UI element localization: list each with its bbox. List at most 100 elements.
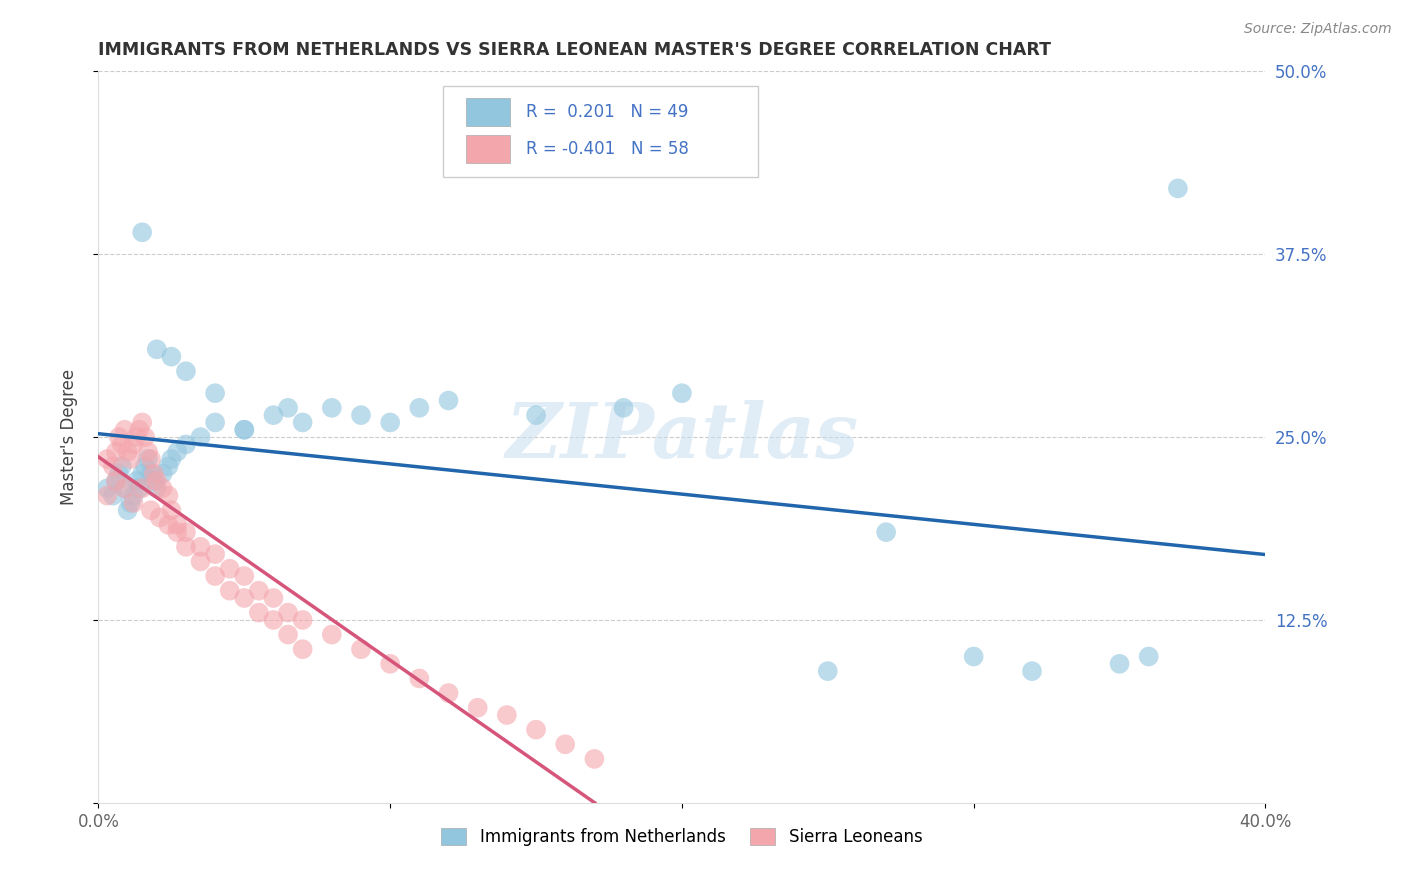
Point — [218, 562, 240, 576]
Point — [96, 481, 118, 495]
Point — [160, 503, 183, 517]
Point — [291, 642, 314, 657]
Point — [131, 467, 153, 481]
Point — [114, 481, 136, 495]
Point — [190, 540, 212, 554]
Point — [134, 430, 156, 444]
Point — [262, 613, 284, 627]
Point — [166, 517, 188, 532]
Point — [111, 437, 134, 451]
Point — [190, 430, 212, 444]
Point — [160, 350, 183, 364]
Point — [101, 489, 124, 503]
Point — [157, 517, 180, 532]
Point — [149, 510, 172, 524]
Point — [166, 444, 188, 458]
Point — [247, 583, 270, 598]
Point — [291, 613, 314, 627]
Point — [174, 364, 197, 378]
Point — [122, 489, 145, 503]
Point — [262, 408, 284, 422]
FancyBboxPatch shape — [443, 86, 758, 178]
Point — [128, 481, 150, 495]
Point — [1167, 181, 1189, 195]
Point — [114, 481, 136, 495]
Point — [96, 452, 118, 467]
Point — [204, 569, 226, 583]
Point — [408, 672, 430, 686]
Point — [108, 430, 131, 444]
Point — [146, 481, 169, 495]
Text: R = -0.401   N = 58: R = -0.401 N = 58 — [526, 140, 689, 158]
Point — [146, 343, 169, 357]
Point — [136, 452, 159, 467]
Point — [321, 627, 343, 641]
Point — [817, 664, 839, 678]
Point — [139, 503, 162, 517]
Point — [101, 459, 124, 474]
Point — [120, 496, 142, 510]
Point — [612, 401, 634, 415]
Point — [174, 437, 197, 451]
Point — [247, 606, 270, 620]
Point — [233, 423, 256, 437]
Point — [104, 474, 127, 488]
Point — [157, 489, 180, 503]
Point — [131, 225, 153, 239]
Point — [204, 547, 226, 561]
Point — [142, 467, 165, 481]
Point — [233, 569, 256, 583]
Point — [583, 752, 606, 766]
Point — [142, 474, 165, 488]
Point — [117, 444, 139, 458]
Point — [104, 444, 127, 458]
Point — [321, 401, 343, 415]
Point — [152, 481, 174, 495]
Point — [96, 489, 118, 503]
Point — [554, 737, 576, 751]
Point — [122, 437, 145, 451]
Point — [467, 700, 489, 714]
Point — [350, 408, 373, 422]
Point — [262, 591, 284, 605]
Point — [671, 386, 693, 401]
Point — [125, 474, 148, 488]
Point — [190, 554, 212, 568]
Text: R =  0.201   N = 49: R = 0.201 N = 49 — [526, 103, 688, 121]
Point — [157, 459, 180, 474]
Legend: Immigrants from Netherlands, Sierra Leoneans: Immigrants from Netherlands, Sierra Leon… — [434, 822, 929, 853]
Point — [1108, 657, 1130, 671]
Point — [1021, 664, 1043, 678]
Point — [380, 416, 402, 430]
Point — [134, 459, 156, 474]
Point — [160, 452, 183, 467]
Point — [875, 525, 897, 540]
Point — [277, 627, 299, 641]
Point — [139, 452, 162, 467]
Point — [114, 423, 136, 437]
Point — [139, 467, 162, 481]
Point — [524, 408, 547, 422]
Point — [131, 481, 153, 495]
Point — [174, 540, 197, 554]
Point — [524, 723, 547, 737]
Point — [136, 444, 159, 458]
Point — [962, 649, 984, 664]
Point — [125, 430, 148, 444]
Y-axis label: Master's Degree: Master's Degree — [59, 369, 77, 505]
FancyBboxPatch shape — [465, 135, 510, 163]
Point — [277, 606, 299, 620]
Point — [437, 686, 460, 700]
Text: IMMIGRANTS FROM NETHERLANDS VS SIERRA LEONEAN MASTER'S DEGREE CORRELATION CHART: IMMIGRANTS FROM NETHERLANDS VS SIERRA LE… — [98, 41, 1052, 59]
Point — [437, 393, 460, 408]
Point — [120, 452, 142, 467]
Point — [108, 467, 131, 481]
Point — [146, 474, 169, 488]
Point — [131, 416, 153, 430]
Point — [350, 642, 373, 657]
Point — [496, 708, 519, 723]
Point — [174, 525, 197, 540]
Point — [1137, 649, 1160, 664]
Point — [233, 423, 256, 437]
Point — [277, 401, 299, 415]
